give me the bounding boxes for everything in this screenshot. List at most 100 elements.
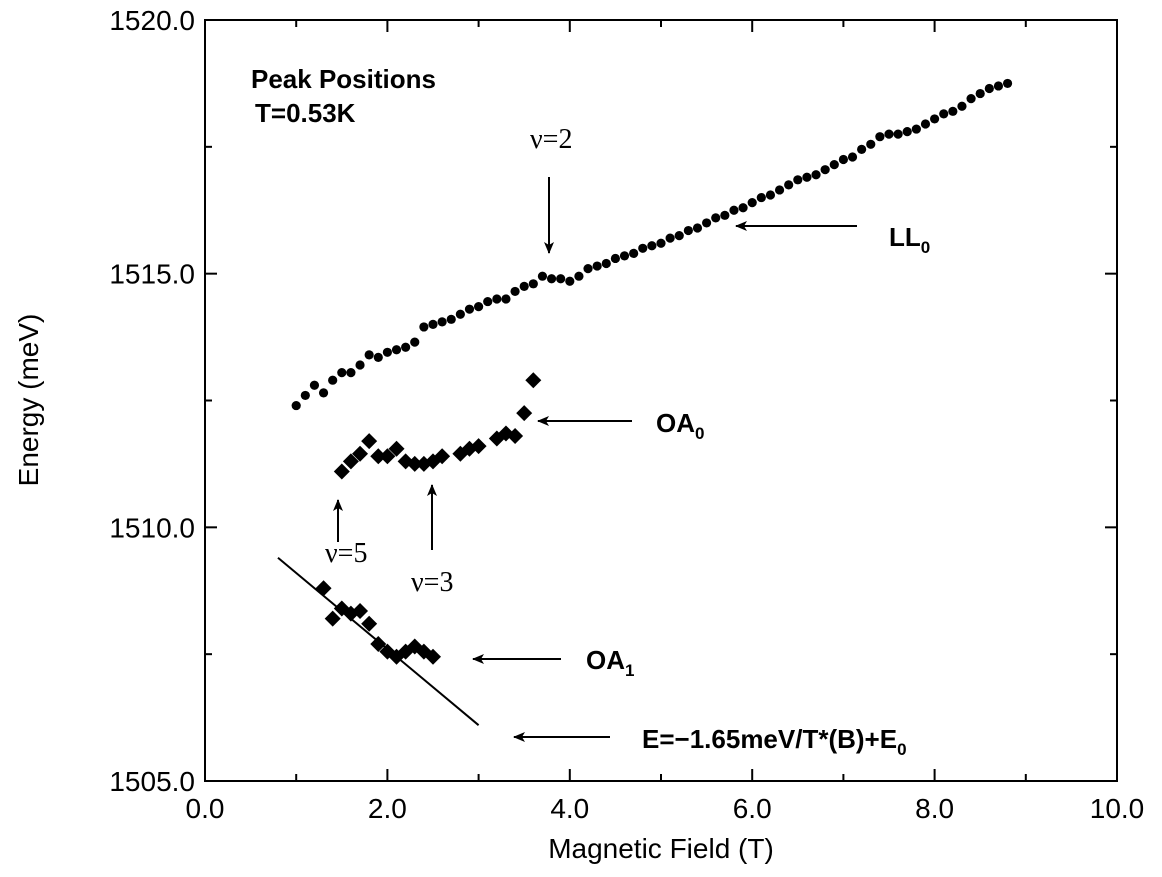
data-point — [361, 433, 378, 450]
data-point — [638, 243, 648, 253]
data-point — [702, 218, 712, 228]
nu5-label: ν=5 — [325, 538, 367, 569]
data-point — [583, 263, 593, 274]
data-point — [507, 428, 524, 445]
data-point — [656, 238, 666, 248]
data-point — [324, 610, 341, 627]
data-point — [437, 317, 447, 327]
data-point — [309, 380, 320, 390]
y-tick-label: 1505.0 — [109, 766, 195, 797]
data-point — [565, 276, 575, 286]
data-point — [355, 360, 365, 370]
data-point — [957, 101, 967, 111]
data-point — [619, 251, 630, 261]
series-oa0 — [333, 372, 542, 480]
data-point — [765, 190, 776, 200]
y-axis-label: Energy (meV) — [13, 314, 44, 487]
data-point — [328, 375, 338, 385]
x-tick-label: 6.0 — [733, 793, 772, 824]
data-point — [930, 114, 940, 124]
data-point — [373, 352, 383, 362]
data-point — [948, 106, 958, 116]
data-point — [829, 159, 839, 170]
data-point — [379, 448, 396, 465]
x-tick-label: 2.0 — [368, 793, 407, 824]
header-peak-positions: Peak Positions — [251, 64, 436, 94]
data-point — [382, 347, 392, 357]
data-point — [556, 274, 566, 284]
data-point — [300, 390, 310, 401]
data-point — [434, 448, 451, 465]
data-point — [629, 248, 639, 258]
nu2-label: ν=2 — [530, 124, 572, 155]
data-point — [711, 213, 721, 223]
data-point — [802, 172, 812, 182]
data-point — [875, 132, 885, 142]
data-point — [729, 205, 739, 215]
data-point — [528, 279, 538, 289]
data-point — [501, 294, 511, 304]
data-point — [474, 302, 484, 312]
data-point — [370, 636, 387, 653]
data-point — [391, 345, 402, 355]
data-point — [537, 271, 548, 281]
data-point — [333, 463, 350, 480]
ll0-label: LL0 — [889, 222, 930, 257]
data-point — [352, 603, 369, 620]
data-point — [519, 281, 529, 291]
data-point — [410, 337, 420, 347]
axis-ticks — [204, 19, 1118, 782]
y-tick-label: 1515.0 — [109, 259, 195, 290]
data-point — [738, 203, 748, 213]
data-point — [902, 127, 912, 137]
series-ll0 — [291, 78, 1013, 411]
data-point — [361, 615, 378, 632]
axis-tick-labels: 0.0 2.0 4.0 6.0 8.0 10.0 1505.0 1510.0 1515.0 152… — [109, 5, 1144, 824]
data-point — [820, 165, 830, 175]
data-point — [425, 648, 441, 665]
data-point — [847, 152, 858, 162]
data-point — [774, 185, 785, 195]
data-point — [893, 129, 903, 139]
data-point — [419, 322, 429, 332]
data-point — [497, 425, 514, 442]
data-point — [318, 388, 329, 398]
data-point — [337, 367, 347, 378]
data-point — [291, 400, 301, 411]
data-point — [525, 372, 542, 389]
series-oa1 — [315, 580, 441, 665]
data-point — [975, 88, 985, 99]
data-point — [364, 350, 374, 360]
y-tick-label: 1510.0 — [109, 512, 195, 543]
data-point — [784, 180, 794, 190]
data-point — [370, 448, 387, 465]
data-point — [401, 342, 411, 352]
data-point — [455, 309, 465, 319]
data-point — [674, 231, 684, 241]
data-point — [428, 319, 438, 329]
data-point — [464, 304, 475, 314]
data-point — [966, 94, 976, 104]
x-tick-label: 10.0 — [1090, 793, 1145, 824]
oa0-label: OA0 — [656, 408, 704, 443]
data-point — [838, 154, 849, 165]
data-point — [911, 124, 921, 134]
x-tick-label: 4.0 — [550, 793, 589, 824]
header-temperature: T=0.53K — [255, 98, 356, 128]
data-point — [984, 83, 994, 94]
data-point — [993, 81, 1004, 91]
data-point — [692, 223, 703, 233]
data-point — [866, 139, 876, 149]
data-point — [546, 274, 557, 284]
data-point — [920, 119, 931, 129]
data-point — [470, 438, 487, 455]
data-point — [516, 405, 533, 422]
data-point — [610, 253, 621, 264]
data-point — [346, 367, 356, 378]
data-point — [492, 294, 502, 304]
data-point — [857, 144, 867, 154]
x-tick-label: 0.0 — [186, 793, 225, 824]
data-points — [291, 78, 1013, 665]
data-point — [406, 455, 423, 472]
data-point — [342, 453, 359, 470]
